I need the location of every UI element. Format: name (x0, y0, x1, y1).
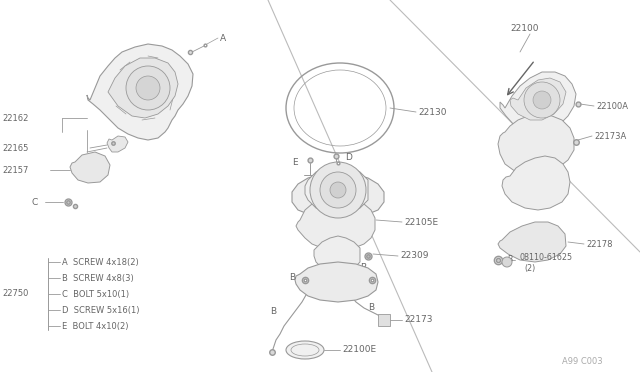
Polygon shape (108, 58, 178, 118)
Circle shape (524, 82, 560, 118)
Text: B: B (289, 273, 295, 282)
Text: (2): (2) (524, 263, 535, 273)
Text: E  BOLT 4x10(2): E BOLT 4x10(2) (62, 321, 129, 330)
Text: A  SCREW 4x18(2): A SCREW 4x18(2) (62, 257, 139, 266)
Text: B: B (270, 308, 276, 317)
Ellipse shape (286, 341, 324, 359)
Text: 22173: 22173 (404, 315, 433, 324)
Circle shape (502, 257, 512, 267)
Text: 22750: 22750 (2, 289, 28, 298)
Text: 22173A: 22173A (594, 131, 627, 141)
Polygon shape (296, 198, 375, 250)
Polygon shape (70, 152, 110, 183)
Polygon shape (500, 72, 576, 134)
Text: 22309: 22309 (400, 251, 429, 260)
Circle shape (330, 182, 346, 198)
Text: C  BOLT 5x10(1): C BOLT 5x10(1) (62, 289, 129, 298)
Text: 22100A: 22100A (596, 102, 628, 110)
Text: C: C (32, 198, 38, 206)
Text: 08110-61625: 08110-61625 (520, 253, 573, 263)
Polygon shape (498, 222, 566, 262)
Text: B: B (508, 256, 513, 264)
Text: 22100: 22100 (510, 23, 538, 32)
Polygon shape (510, 78, 566, 120)
Text: B: B (368, 304, 374, 312)
Circle shape (126, 66, 170, 110)
Polygon shape (305, 164, 368, 216)
Text: A99 C003: A99 C003 (562, 357, 603, 366)
Polygon shape (502, 156, 570, 210)
Text: 22178: 22178 (586, 240, 612, 248)
Text: A: A (220, 33, 226, 42)
Text: B  SCREW 4x8(3): B SCREW 4x8(3) (62, 273, 134, 282)
Polygon shape (378, 314, 390, 326)
Text: B: B (360, 263, 366, 273)
Circle shape (533, 91, 551, 109)
Circle shape (136, 76, 160, 100)
Circle shape (320, 172, 356, 208)
Polygon shape (87, 44, 193, 140)
Polygon shape (498, 114, 574, 176)
Text: 22162: 22162 (2, 113, 28, 122)
Polygon shape (295, 262, 378, 302)
Polygon shape (314, 236, 360, 274)
Text: D: D (345, 153, 352, 161)
Polygon shape (292, 172, 384, 220)
Polygon shape (107, 136, 128, 152)
Circle shape (310, 162, 366, 218)
Text: 22157: 22157 (2, 166, 28, 174)
Text: D  SCREW 5x16(1): D SCREW 5x16(1) (62, 305, 140, 314)
Text: E: E (292, 157, 298, 167)
Text: 22105E: 22105E (404, 218, 438, 227)
Text: 22130: 22130 (418, 108, 447, 116)
Text: 22165: 22165 (2, 144, 28, 153)
Text: 22100E: 22100E (342, 346, 376, 355)
